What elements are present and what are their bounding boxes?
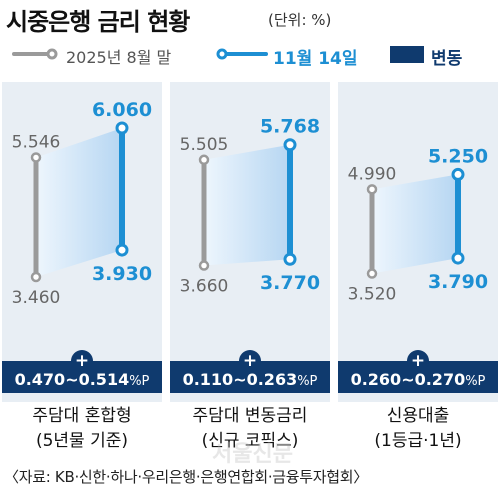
change-label-3: 0.260~0.270%P: [351, 370, 486, 389]
change-unit-1: %P: [129, 374, 149, 389]
aug-low-label-1: 3.460: [12, 288, 61, 308]
change-range-3: 0.260~0.270: [351, 370, 466, 389]
nov-high-point-2: [283, 138, 297, 152]
aug-high-label-2: 5.505: [180, 135, 229, 155]
nov-high-point-1: [115, 121, 129, 135]
aug-low-point-1: [30, 271, 42, 283]
category-label-1-line-2: (5년물 기준): [35, 431, 129, 451]
legend-markers: [12, 46, 424, 63]
source-note: 〈자료: KB·신한·하나·우리은행·은행연합회·금융투자협회〉: [4, 468, 368, 486]
category-label-1-line-1: 주담대 혼합형: [32, 406, 132, 426]
change-sign-1: +: [75, 351, 89, 371]
nov-low-label-1: 3.930: [92, 263, 152, 285]
aug-high-label-3: 4.990: [348, 164, 397, 184]
category-label-2-line-2: (신규 코픽스): [201, 431, 299, 451]
nov-low-point-2: [283, 252, 297, 266]
aug-low-label-2: 3.660: [180, 277, 229, 297]
change-label-1: 0.470~0.514%P: [15, 370, 150, 389]
aug-high-point-3: [366, 184, 378, 195]
legend-aug-dot: [46, 48, 58, 60]
watermark-text: 서울신문: [212, 442, 293, 467]
aug-low-point-2: [198, 260, 210, 271]
nov-high-point-3: [451, 167, 465, 181]
change-sign-2: +: [243, 351, 257, 371]
category-label-3-line-2: (1등급·1년): [374, 431, 462, 451]
aug-low-label-3: 3.520: [348, 285, 397, 305]
nov-high-label-2: 5.768: [260, 116, 320, 138]
nov-low-point-1: [115, 243, 129, 257]
nov-high-label-1: 6.060: [92, 99, 152, 121]
change-unit-3: %P: [465, 374, 485, 389]
nov-high-label-3: 5.250: [428, 145, 488, 167]
chart-area: 5.5463.4606.0603.930+0.470~0.514%P5.5053…: [2, 82, 498, 402]
range-fill-3: [372, 174, 458, 274]
aug-high-point-1: [30, 152, 42, 163]
change-range-2: 0.110~0.263: [183, 370, 298, 389]
category-label-3-line-1: 신용대출: [386, 406, 450, 426]
range-fill-2: [204, 144, 290, 266]
range-fill-1: [36, 128, 122, 277]
aug-low-point-3: [366, 268, 378, 279]
legend-nov-dot: [216, 48, 228, 60]
change-sign-3: +: [411, 351, 425, 371]
plus-badge-2: [239, 350, 261, 372]
nov-low-label-2: 3.770: [260, 272, 320, 294]
legend: 2025년 8월 말 11월 14일 변동: [0, 40, 500, 70]
change-unit-2: %P: [297, 374, 317, 389]
category-label-2-line-1: 주담대 변동금리: [192, 406, 308, 426]
aug-high-point-2: [198, 154, 210, 166]
nov-low-point-3: [451, 251, 465, 265]
change-range-1: 0.470~0.514: [15, 370, 130, 389]
unit-label: (단위: %): [268, 11, 332, 29]
change-label-2: 0.110~0.263%P: [183, 370, 318, 389]
plus-badge-1: [71, 350, 93, 372]
legend-band-swatch: [390, 46, 424, 63]
chart-title: 시중은행 금리 현황: [6, 8, 190, 36]
legend-label-nov: 11월 14일: [273, 49, 358, 69]
nov-low-label-3: 3.790: [428, 271, 488, 293]
legend-label-aug: 2025년 8월 말: [66, 48, 172, 67]
plus-badge-3: [407, 350, 429, 372]
legend-label-band: 변동: [431, 49, 463, 69]
aug-high-label-1: 5.546: [12, 132, 61, 152]
